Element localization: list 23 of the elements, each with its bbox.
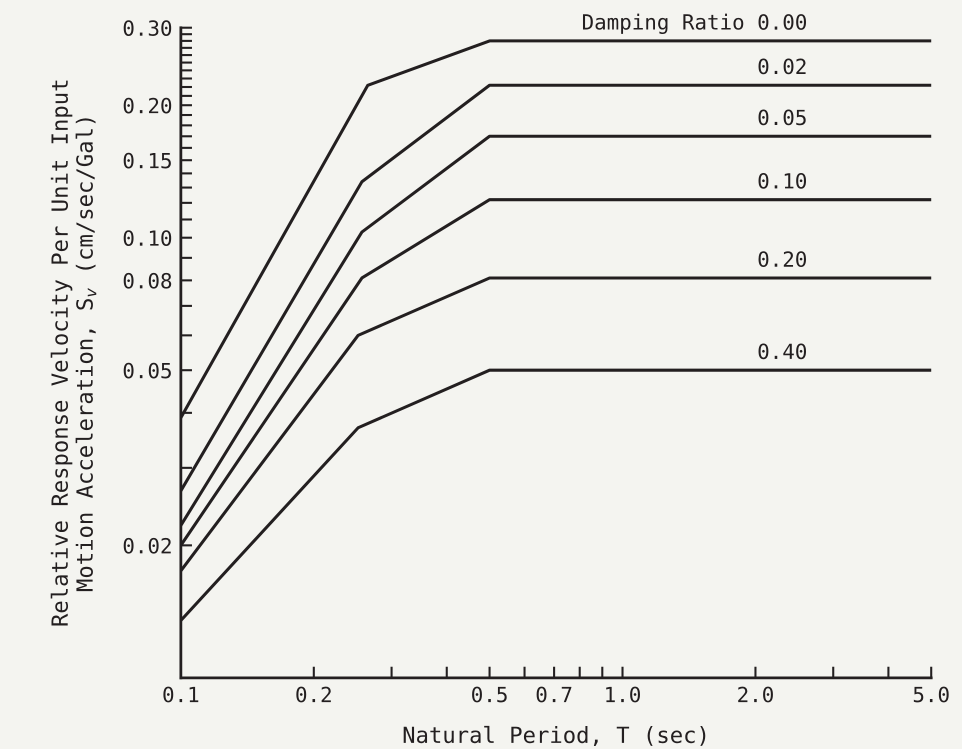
series-label: 0.40 — [758, 343, 806, 360]
series-label: 0.10 — [758, 172, 806, 189]
series-label: 0.00 — [758, 14, 806, 30]
legend-title: Damping Ratio — [582, 14, 744, 34]
y-tick-label: 0.30 — [124, 20, 172, 36]
series-label: 0.02 — [758, 58, 806, 74]
y-tick-label: 0.05 — [124, 362, 171, 378]
series-label: 0.05 — [758, 110, 806, 126]
x-tick-label: 0.5 — [472, 686, 507, 702]
x-tick-label: 0.7 — [536, 686, 572, 702]
y-axis-title: Relative Response Velocity Per Unit Input Motion Acceleration, S$_{v}$ (cm/sec/Gal) — [50, 80, 96, 626]
y-tick-label: 0.02 — [124, 538, 171, 554]
x-tick-label: 1.0 — [606, 686, 640, 702]
x-tick-label: 0.1 — [163, 686, 198, 702]
x-tick-label: 5.0 — [914, 686, 949, 702]
x-axis-title: Natural Period, T (sec) — [404, 726, 706, 746]
series-label: 0.20 — [758, 251, 806, 268]
y-tick-label: 0.15 — [124, 152, 171, 168]
y-tick-label: 0.20 — [124, 98, 172, 114]
x-tick-label: 2.0 — [738, 686, 773, 702]
y-tick-label: 0.10 — [124, 230, 172, 246]
x-tick-label: 0.2 — [296, 686, 331, 702]
y-tick-label: 0.08 — [124, 272, 172, 289]
